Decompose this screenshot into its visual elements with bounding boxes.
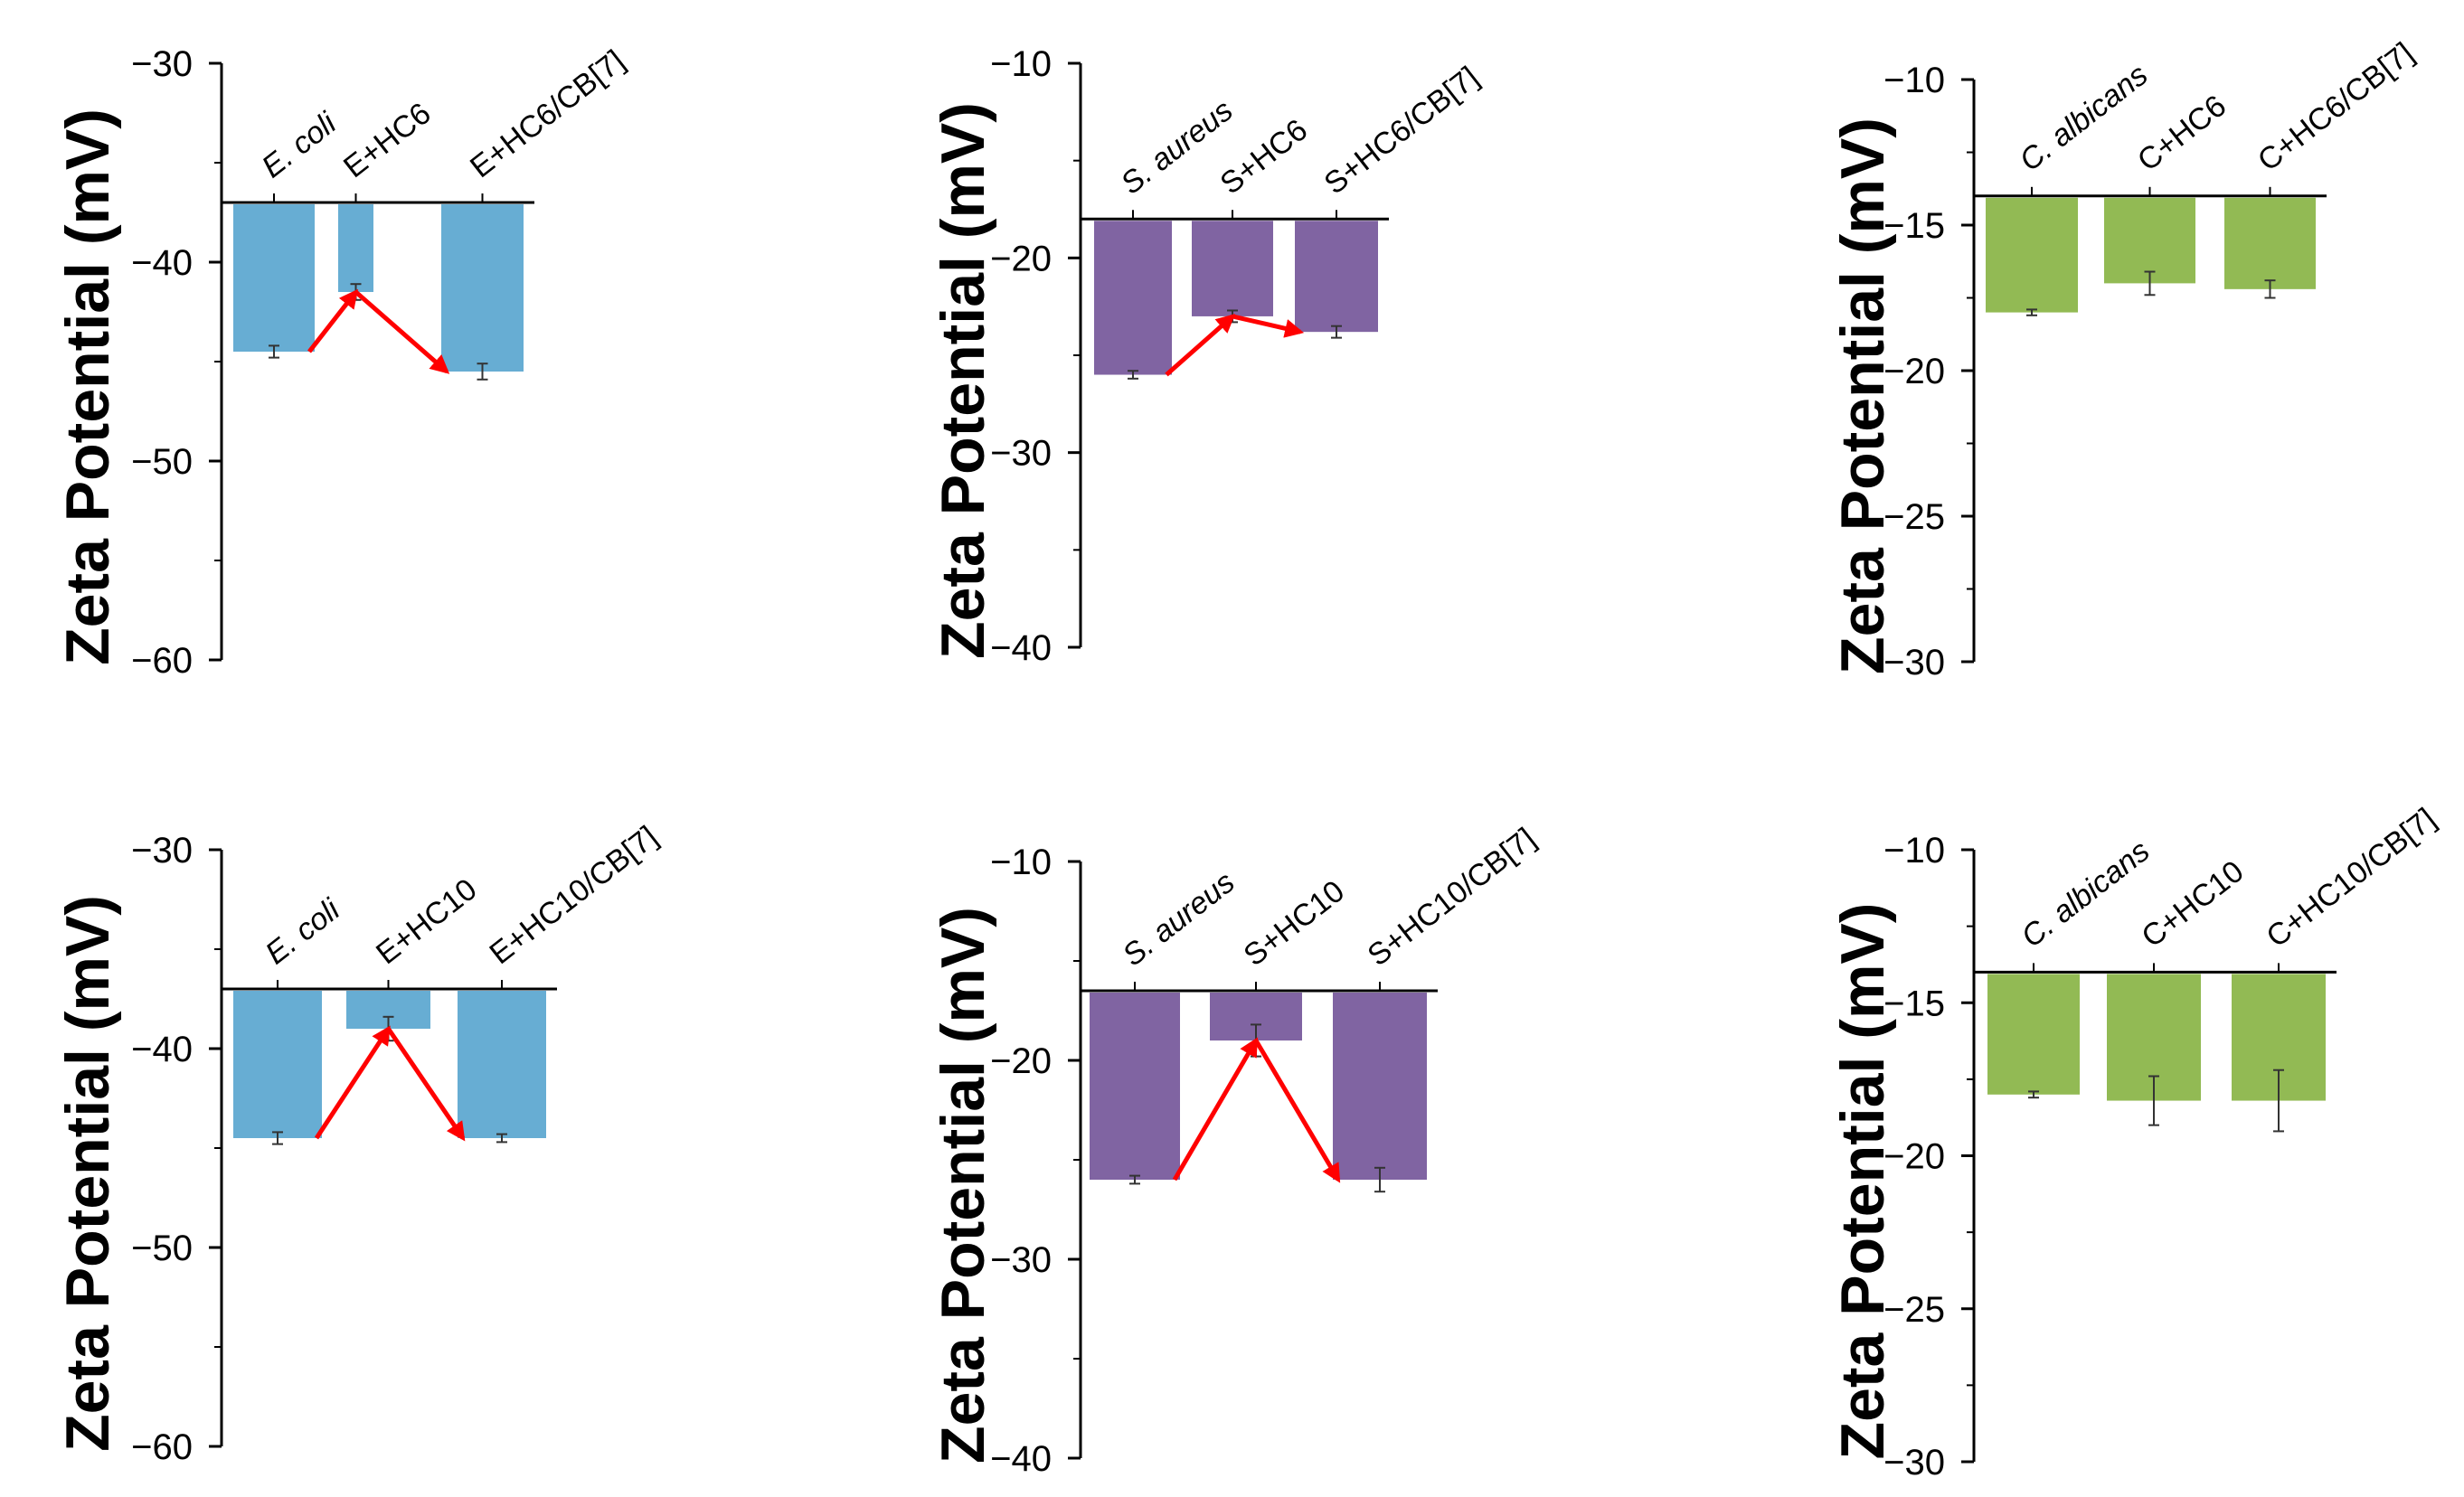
trend-arrow [314, 1025, 391, 1140]
bar [233, 991, 322, 1138]
category-label: C+HC6/CB[7] [2252, 36, 2420, 178]
chart-panel-ecoli-hc10: Zeta Potential (mV)−30 −40 −50 −60 E. coli E+… [53, 819, 664, 1467]
y-tick-label: −30 [990, 434, 1052, 474]
y-tick-label: −10 [990, 44, 1052, 84]
chart-panel-ecoli-hc6: Zeta Potential (mV)−30−40−50−60E. coliE+… [53, 43, 631, 681]
y-tick-label: −30 [131, 44, 193, 84]
y-tick-label: −30 [1883, 643, 1945, 683]
y-tick-label: −50 [131, 442, 193, 482]
y-tick-label: −60 [131, 1427, 193, 1467]
y-tick-label: −20 [1883, 1137, 1945, 1177]
trend-arrow [386, 1027, 466, 1142]
trend-arrow [1165, 314, 1236, 377]
y-tick-label: −60 [131, 641, 193, 681]
y-axis-label: Zeta Potential (mV) [53, 895, 122, 1452]
category-label: E. coli [256, 105, 344, 184]
y-tick-label: −40 [990, 1439, 1052, 1479]
bar [2224, 197, 2316, 289]
y-tick-label: −10 [1883, 831, 1945, 871]
category-label: S+HC10/CB[7] [1362, 821, 1543, 973]
y-tick-label: −50 [131, 1229, 193, 1268]
bar [458, 991, 546, 1138]
y-tick-label: −25 [1883, 497, 1945, 537]
y-tick-label: −30 [1883, 1443, 1945, 1483]
category-label: C+HC10/CB[7] [2261, 802, 2442, 955]
y-tick-label: −30 [990, 1240, 1052, 1280]
trend-arrow [354, 290, 450, 374]
y-tick-label: −20 [990, 239, 1052, 278]
y-tick-label: −20 [990, 1041, 1052, 1081]
category-label: S+HC6/CB[7] [1318, 60, 1486, 201]
chart-panel-saureus-hc10: Zeta Potential (mV) −10 −20 −30 −40 S. aureus… [929, 821, 1542, 1479]
category-label: S. aureus [1115, 93, 1240, 202]
trend-arrow [1172, 1037, 1259, 1182]
y-tick-label: −25 [1883, 1290, 1945, 1330]
category-label: E+HC10/CB[7] [484, 819, 665, 971]
y-axis-label: Zeta Potential (mV) [929, 102, 997, 659]
trend-arrow [307, 288, 359, 353]
y-tick-label: −40 [990, 628, 1052, 668]
bar [441, 204, 524, 372]
bar [338, 204, 373, 292]
category-label: E+HC10 [370, 872, 483, 972]
trend-arrow [1232, 314, 1305, 338]
bar [1986, 197, 2078, 313]
y-tick-label: −10 [1883, 61, 1945, 100]
bar [2104, 197, 2195, 284]
bar [1192, 221, 1273, 316]
y-tick-label: −40 [131, 1030, 193, 1069]
y-axis-label: Zeta Potential (mV) [929, 907, 997, 1464]
bar [1333, 993, 1427, 1180]
bar [1094, 221, 1172, 375]
trend-arrow [1253, 1039, 1341, 1183]
category-label: C. albicans [2016, 833, 2157, 955]
category-label: C. albicans [2014, 58, 2155, 179]
category-label: C+HC6 [2131, 89, 2233, 178]
bar [1090, 993, 1180, 1180]
y-tick-label: −10 [990, 843, 1052, 882]
category-label: S. aureus [1117, 865, 1241, 974]
chart-panel-calbicans-hc10: Zeta Potential (mV) −10 −15 −20 −25 −30 C. alb… [1828, 802, 2442, 1483]
chart-panel-saureus-hc6: Zeta Potential (mV) −10 −20 −30 −40 S. aureus… [929, 44, 1485, 668]
y-axis-label: Zeta Potential (mV) [1828, 118, 1897, 674]
y-axis-label: Zeta Potential (mV) [1828, 903, 1897, 1460]
y-tick-label: −20 [1883, 352, 1945, 391]
y-tick-label: −30 [131, 831, 193, 871]
category-label: C+HC10 [2136, 854, 2251, 955]
category-label: E. coli [260, 891, 347, 971]
category-label: S+HC10 [1238, 874, 1351, 974]
bar [1987, 974, 2080, 1095]
y-tick-label: −15 [1883, 206, 1945, 246]
y-axis-label: Zeta Potential (mV) [53, 108, 122, 665]
y-tick-label: −40 [131, 243, 193, 283]
chart-panel-calbicans-hc6: Zeta Potential (mV) −10 −15 −20 −25 −30 C. alb… [1828, 36, 2420, 683]
category-label: E+HC6/CB[7] [464, 43, 631, 184]
y-tick-label: −15 [1883, 984, 1945, 1023]
bar [233, 204, 315, 352]
bar [1295, 221, 1378, 333]
category-label: E+HC6 [337, 96, 438, 184]
